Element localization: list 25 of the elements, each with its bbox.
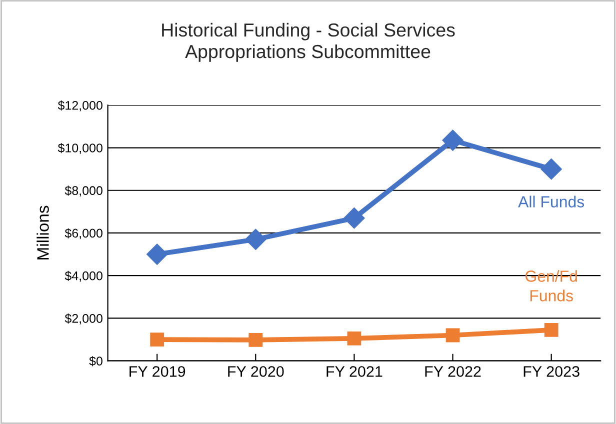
y-tick-label: $8,000: [64, 186, 102, 197]
point: [540, 158, 562, 180]
x-tick-label: FY 2021: [326, 366, 382, 377]
y-tick-label: $12,000: [58, 100, 102, 112]
chart-title: Historical Funding - Social Services Appropriations Subcommittee: [162, 22, 455, 62]
point: [344, 208, 365, 229]
point: [442, 130, 464, 151]
y-axis-title: Millions: [36, 206, 49, 260]
x-tick-label: FY 2023: [524, 366, 580, 377]
point: [347, 332, 362, 346]
point: [245, 228, 266, 250]
point: [150, 332, 164, 346]
y-tick-label: $2,000: [64, 313, 102, 324]
point: [248, 333, 263, 347]
y-tick-label: $10,000: [58, 143, 102, 154]
point: [446, 328, 460, 342]
point: [544, 322, 558, 337]
point: [146, 244, 168, 265]
y-tick-label: $0: [89, 356, 102, 366]
series-label: All Funds: [518, 196, 584, 208]
y-tick-label: $6,000: [64, 228, 102, 240]
y-tick-label: $4,000: [64, 270, 102, 282]
x-tick-label: FY 2020: [228, 366, 284, 377]
x-tick-label: FY 2019: [130, 366, 186, 377]
x-tick-label: FY 2022: [425, 366, 481, 377]
